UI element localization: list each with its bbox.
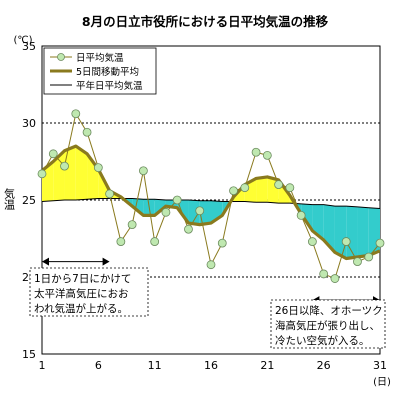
daily-temperature-point <box>195 206 205 216</box>
annotation-early-box <box>29 267 149 317</box>
daily-temperature-point <box>184 224 193 234</box>
x-tick-labels: 1 6 11 16 21 26 31 <box>39 359 388 372</box>
daily-temperature-point <box>116 237 126 246</box>
annotation-late-box <box>270 299 386 349</box>
y-tick-label: 30 <box>22 117 36 130</box>
fill-below-normal <box>323 204 335 253</box>
daily-temperature-point <box>229 186 238 196</box>
y-unit-label: (℃) <box>13 35 32 46</box>
daily-temperature-point <box>105 189 114 199</box>
daily-temperature-point <box>364 252 374 262</box>
x-tick-label: 16 <box>204 359 218 372</box>
legend: 日平均気温 5日間移動平均 平年日平均気温 <box>43 47 157 95</box>
fill-above-normal <box>75 146 88 200</box>
x-tick-label: 21 <box>260 359 274 372</box>
daily-temperature-point <box>296 210 306 220</box>
daily-temperature-point <box>172 195 182 205</box>
annotation-late: 26日以降、オホーツク 海高気圧が張り出し、 冷たい空気が入る。 <box>270 296 386 349</box>
fill-below-normal <box>199 200 211 225</box>
annotation-early: 1日から7日にかけて 太平洋高気圧におお われ気温が上がる。 <box>29 257 149 317</box>
daily-temperature-point <box>217 238 227 248</box>
daily-temperature-point <box>285 183 295 193</box>
grid-lines <box>42 122 380 278</box>
x-tick-label: 11 <box>148 359 162 372</box>
daily-temperature-point <box>127 220 137 230</box>
fill-below-normal <box>357 206 369 257</box>
legend-label-daily: 日平均気温 <box>76 52 124 64</box>
annotation-early-arrowhead-right <box>102 257 110 266</box>
chart-title: 8月の日立市役所における日平均気温の推移 <box>82 14 329 29</box>
fill-below-normal <box>211 200 223 224</box>
daily-temperature-point <box>161 207 171 217</box>
data-markers <box>37 109 385 283</box>
fill-below-normal <box>368 207 380 256</box>
daily-temperature-point <box>375 238 385 248</box>
annotation-early-line-1: 1日から7日にかけて <box>34 273 131 285</box>
x-unit-label: (日) <box>373 377 391 388</box>
daily-temperature-point <box>307 237 317 246</box>
y-axis-label: 気温 <box>3 187 16 210</box>
daily-temperature-point <box>274 180 284 190</box>
fill-below-normal <box>346 206 358 259</box>
fill-below-normal <box>334 206 347 259</box>
daily-temperature-point <box>82 127 92 137</box>
daily-temperature-point <box>138 166 148 176</box>
x-tick-label: 6 <box>95 359 102 372</box>
legend-label-moving-average: 5日間移動平均 <box>76 66 139 78</box>
fill-above-normal <box>64 146 76 200</box>
y-tick-label: 25 <box>22 194 36 207</box>
x-tick-label: 1 <box>39 359 46 372</box>
daily-temperature-point <box>319 269 329 279</box>
daily-temperature-point <box>353 257 362 267</box>
normal-temperature-line <box>42 197 380 209</box>
y-tick-label: 15 <box>22 348 36 361</box>
x-tick-label: 26 <box>317 359 331 372</box>
daily-temperature-point <box>93 163 103 173</box>
daily-temperature-point <box>240 183 250 193</box>
fill-below-normal <box>188 200 200 225</box>
fill-above-normal <box>87 153 99 200</box>
y-tick-label: 35 <box>22 40 36 53</box>
daily-temperature-point <box>60 161 69 171</box>
annotation-late-line-1: 26日以降、オホーツク <box>275 304 383 317</box>
annotation-early-line-2: 太平洋高気圧におお <box>34 287 129 300</box>
daily-temperature-point <box>262 150 272 160</box>
annotation-late-line-3: 冷たい空気が入る。 <box>275 334 370 347</box>
annotation-early-line-3: われ気温が上がる。 <box>34 302 128 315</box>
annotation-late-line-2: 海高気圧が張り出し、 <box>275 319 380 332</box>
daily-temperature-point <box>37 169 47 179</box>
fill-above-normal <box>256 176 268 203</box>
daily-temperature-point <box>150 237 160 246</box>
daily-temperature-point <box>341 237 351 246</box>
daily-temperature-point <box>206 260 216 270</box>
legend-marker-daily <box>57 53 65 61</box>
x-tick-label: 31 <box>373 359 387 372</box>
daily-temperature-point <box>71 109 81 119</box>
daily-temperature-point <box>330 274 340 283</box>
legend-label-normal: 平年日平均気温 <box>76 80 143 92</box>
daily-temperature-point <box>251 147 261 157</box>
annotation-early-arrowhead-left <box>42 257 49 266</box>
daily-temperature-point <box>48 149 58 159</box>
